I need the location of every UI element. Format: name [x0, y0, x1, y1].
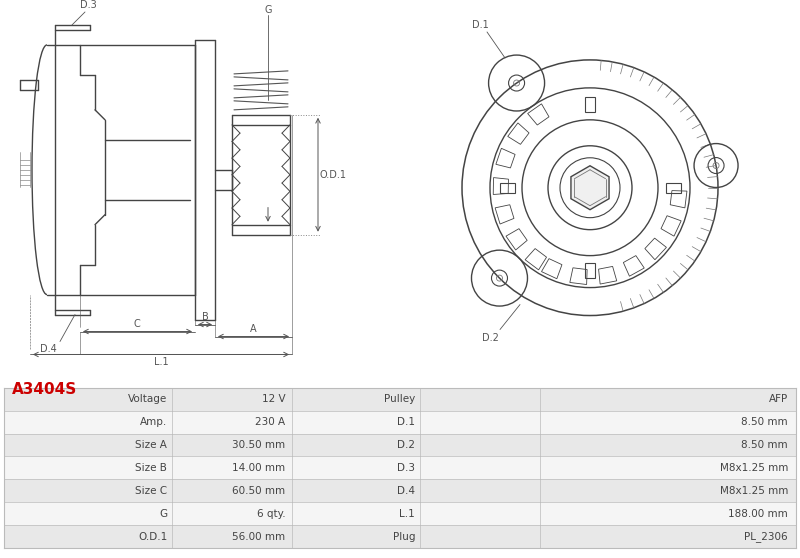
Text: D.3: D.3	[80, 0, 96, 10]
Text: A: A	[250, 324, 256, 334]
Text: D.2: D.2	[397, 440, 415, 450]
Text: 188.00 mm: 188.00 mm	[728, 509, 788, 518]
Text: L.1: L.1	[154, 358, 168, 368]
Polygon shape	[571, 166, 609, 210]
Text: Amp.: Amp.	[140, 417, 167, 427]
Text: Pulley: Pulley	[384, 395, 415, 404]
Text: Plug: Plug	[393, 532, 415, 541]
Text: Voltage: Voltage	[128, 395, 167, 404]
Text: O.D.1: O.D.1	[319, 170, 346, 180]
Text: 12 V: 12 V	[262, 395, 286, 404]
Text: 60.50 mm: 60.50 mm	[233, 486, 286, 496]
Text: G: G	[159, 509, 167, 518]
Text: AFP: AFP	[769, 395, 788, 404]
Text: D.1: D.1	[397, 417, 415, 427]
Text: O.D.1: O.D.1	[138, 532, 167, 541]
Text: Size A: Size A	[135, 440, 167, 450]
Text: G: G	[264, 5, 272, 15]
Text: A3404S: A3404S	[12, 382, 78, 397]
Text: D.2: D.2	[482, 333, 498, 343]
Text: D.4: D.4	[397, 486, 415, 496]
Text: D.3: D.3	[397, 463, 415, 473]
Text: Size C: Size C	[135, 486, 167, 496]
Text: Size B: Size B	[135, 463, 167, 473]
Text: D.1: D.1	[472, 20, 488, 30]
Text: D.4: D.4	[40, 344, 56, 354]
Text: L.1: L.1	[399, 509, 415, 518]
Text: 8.50 mm: 8.50 mm	[742, 440, 788, 450]
Text: 230 A: 230 A	[255, 417, 286, 427]
Text: 56.00 mm: 56.00 mm	[233, 532, 286, 541]
Text: 14.00 mm: 14.00 mm	[233, 463, 286, 473]
Text: 6 qty.: 6 qty.	[257, 509, 286, 518]
Text: 8.50 mm: 8.50 mm	[742, 417, 788, 427]
Text: PL_2306: PL_2306	[744, 531, 788, 542]
Text: 30.50 mm: 30.50 mm	[233, 440, 286, 450]
Text: M8x1.25 mm: M8x1.25 mm	[720, 463, 788, 473]
Text: B: B	[202, 311, 208, 321]
Text: M8x1.25 mm: M8x1.25 mm	[720, 486, 788, 496]
Text: C: C	[134, 319, 140, 329]
